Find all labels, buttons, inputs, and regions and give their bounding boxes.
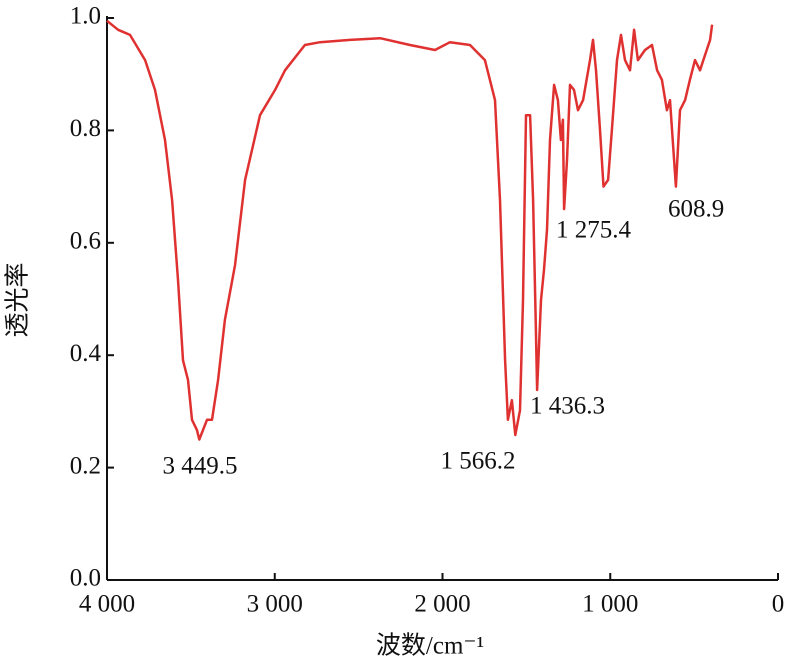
x-tick-label: 1 000: [582, 591, 638, 618]
y-tick-label: 0.8: [70, 115, 101, 142]
peak-annotation: 3 449.5: [163, 453, 238, 480]
x-axis-label: 波数/cm⁻¹: [376, 632, 484, 660]
x-tick-label: 3 000: [247, 591, 303, 618]
y-tick-label: 0.2: [70, 452, 101, 479]
peak-annotation: 1 275.4: [556, 217, 632, 244]
peak-annotation: 1 566.2: [441, 448, 516, 475]
peak-annotation: 608.9: [668, 196, 724, 223]
x-tick-label: 4 000: [79, 591, 135, 618]
spectrum-line: [106, 19, 714, 441]
x-tick-label: 2 000: [414, 591, 470, 618]
y-tick-label: 0.0: [70, 565, 101, 592]
y-tick-label: 0.6: [70, 228, 101, 255]
y-tick-label: 1.0: [70, 3, 101, 30]
peak-annotation: 1 436.3: [530, 393, 605, 420]
y-tick-label: 0.4: [70, 340, 102, 367]
x-tick-label: 0: [772, 591, 785, 618]
y-axis-label: 透光率: [4, 262, 32, 337]
